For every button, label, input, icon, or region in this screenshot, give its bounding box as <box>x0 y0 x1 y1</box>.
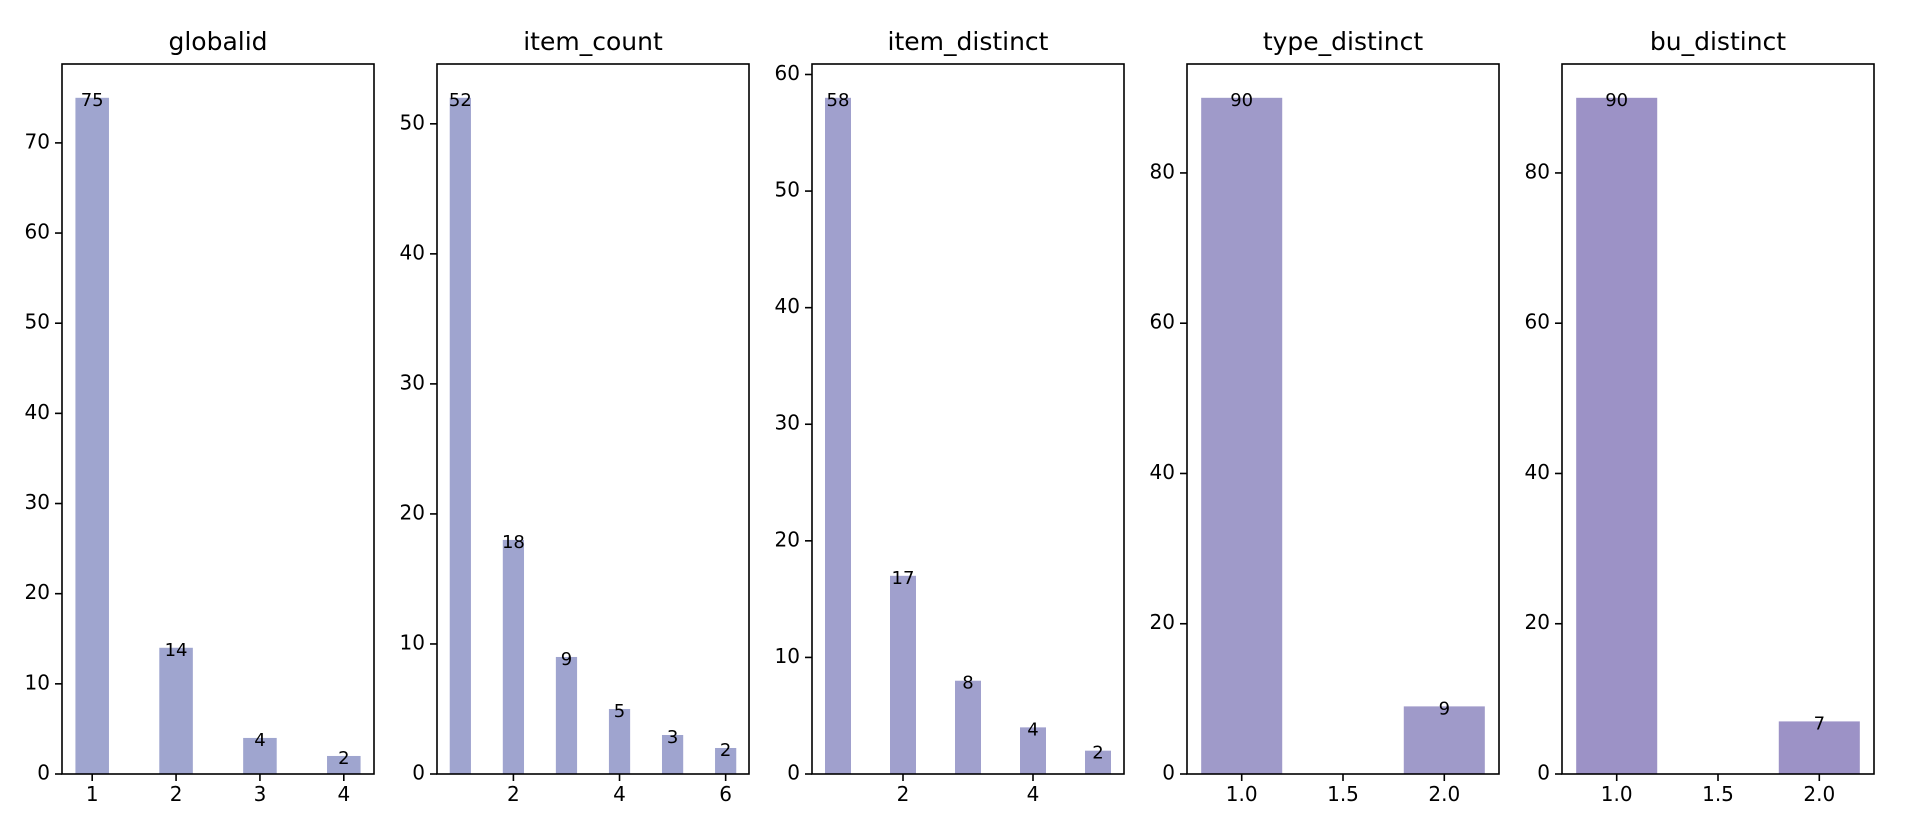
bar <box>327 755 361 774</box>
bar-value-label: 52 <box>449 90 472 111</box>
y-tick-label: 60 <box>25 220 50 244</box>
chart-title: item_distinct <box>888 27 1049 56</box>
y-tick-label: 40 <box>400 240 425 264</box>
y-tick-label: 60 <box>775 61 800 85</box>
y-tick-label: 30 <box>400 370 425 394</box>
subplot-item_count: 52 18 9 5 3 2 item_count 0 10 20 30 40 50 2 4 6 <box>400 27 750 806</box>
bar-value-label: 7 <box>1814 713 1825 734</box>
y-tick-label: 40 <box>1150 460 1175 484</box>
bar-value-label: 90 <box>1605 90 1628 111</box>
bar <box>890 575 916 774</box>
bar <box>1576 97 1658 774</box>
y-tick-label: 20 <box>400 500 425 524</box>
bar-value-label: 2 <box>1092 743 1103 764</box>
bar-value-label: 8 <box>962 673 973 694</box>
subplot-bu_distinct: 90 7 bu_distinct 0 20 40 60 80 1.0 1.5 2.0 <box>1525 27 1875 806</box>
bar <box>825 97 851 774</box>
axes-frame <box>811 63 1125 775</box>
x-tick-label: 2 <box>897 782 910 806</box>
x-tick-label: 1.0 <box>1226 782 1258 806</box>
bar <box>715 747 737 774</box>
chart-title: globalid <box>168 27 267 56</box>
bar-value-label: 58 <box>827 90 850 111</box>
bar-value-label: 9 <box>561 649 572 670</box>
y-tick-label: 30 <box>775 411 800 435</box>
subplot-item_distinct: 58 17 8 4 2 item_distinct 0 10 20 30 40 50 60 2 4 <box>775 27 1125 806</box>
subplot-type_distinct: 90 9 type_distinct 0 20 40 60 80 1.0 1.5 2.0 <box>1150 27 1500 806</box>
bar <box>1085 750 1111 774</box>
y-tick-label: 60 <box>1150 310 1175 334</box>
chart-title: type_distinct <box>1263 27 1424 56</box>
y-tick-label: 20 <box>775 527 800 551</box>
y-tick-label: 50 <box>775 178 800 202</box>
x-tick-label: 4 <box>613 782 626 806</box>
x-tick-label: 1.0 <box>1601 782 1633 806</box>
x-tick-label: 2 <box>507 782 520 806</box>
y-tick-label: 70 <box>25 129 50 153</box>
y-tick-label: 10 <box>400 630 425 654</box>
bar <box>1020 727 1046 774</box>
y-tick-label: 40 <box>25 400 50 424</box>
subplot-globalid: 75 14 4 2 globalid 0 10 20 30 40 50 60 70 1 2 3 4 <box>25 27 375 806</box>
bar-value-label: 4 <box>1027 719 1038 740</box>
bar <box>1778 721 1860 774</box>
y-tick-label: 50 <box>25 310 50 334</box>
bar <box>661 734 684 774</box>
y-tick-label: 40 <box>1525 460 1550 484</box>
y-tick-label: 0 <box>37 761 50 785</box>
bar-value-label: 2 <box>338 748 349 769</box>
y-tick-label: 80 <box>1150 159 1175 183</box>
y-tick-label: 0 <box>1537 761 1550 785</box>
bar <box>1403 706 1485 774</box>
y-tick-label: 10 <box>775 644 800 668</box>
bar <box>1201 97 1283 774</box>
bar-value-label: 5 <box>614 701 625 722</box>
x-tick-label: 2.0 <box>1428 782 1460 806</box>
y-tick-label: 0 <box>1162 761 1175 785</box>
y-tick-label: 30 <box>25 490 50 514</box>
x-tick-label: 2 <box>170 782 183 806</box>
bar <box>75 97 109 774</box>
x-tick-label: 1.5 <box>1702 782 1734 806</box>
chart-title: item_count <box>523 27 663 56</box>
bar-value-label: 18 <box>502 532 525 553</box>
bar-value-label: 9 <box>1439 698 1450 719</box>
axes-frame <box>61 63 375 775</box>
y-tick-label: 0 <box>412 761 425 785</box>
bar <box>449 97 471 774</box>
y-tick-label: 20 <box>25 580 50 604</box>
y-tick-label: 20 <box>1150 610 1175 634</box>
x-tick-label: 1 <box>86 782 99 806</box>
bar-value-label: 17 <box>892 568 915 589</box>
bar <box>502 539 525 774</box>
chart-title: bu_distinct <box>1650 27 1786 56</box>
bar-value-label: 3 <box>667 727 678 748</box>
bar-value-label: 2 <box>720 740 731 761</box>
bar-value-label: 14 <box>165 640 188 661</box>
bar-value-label: 75 <box>81 90 104 111</box>
x-tick-label: 4 <box>1027 782 1040 806</box>
x-tick-label: 4 <box>337 782 350 806</box>
bar <box>159 647 193 774</box>
x-tick-label: 3 <box>254 782 267 806</box>
bar-value-label: 90 <box>1230 90 1253 111</box>
y-tick-label: 40 <box>775 294 800 318</box>
bar-value-label: 4 <box>254 730 265 751</box>
y-tick-label: 60 <box>1525 310 1550 334</box>
x-tick-label: 6 <box>719 782 732 806</box>
y-tick-label: 10 <box>25 670 50 694</box>
bar <box>608 708 631 774</box>
x-tick-label: 1.5 <box>1327 782 1359 806</box>
bar <box>555 656 578 774</box>
bar <box>243 737 277 774</box>
y-tick-label: 50 <box>400 110 425 134</box>
axes-frame <box>436 63 750 775</box>
bar <box>955 680 981 774</box>
x-tick-label: 2.0 <box>1803 782 1835 806</box>
y-tick-label: 20 <box>1525 610 1550 634</box>
y-tick-label: 0 <box>787 761 800 785</box>
y-tick-label: 80 <box>1525 159 1550 183</box>
